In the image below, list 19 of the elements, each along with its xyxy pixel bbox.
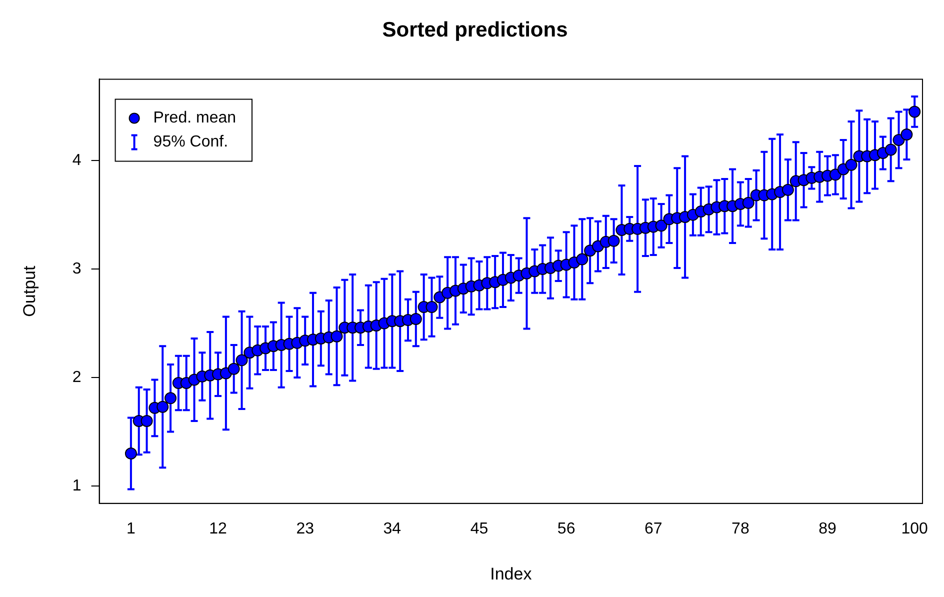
y-tick-label: 3 [72,260,82,278]
x-axis-title: Index [490,564,532,584]
x-tick-label: 100 [901,520,928,538]
x-tick-label: 78 [732,520,750,538]
chart-title: Sorted predictions [382,18,568,42]
y-tick-label: 4 [72,152,82,169]
x-tick-label: 89 [818,520,837,538]
x-tick-label: 67 [644,520,662,538]
x-tick-label: 1 [126,520,136,538]
x-tick-label: 12 [209,520,228,538]
y-tick-label: 1 [72,477,82,494]
y-axis-title: Output [20,266,39,317]
x-tick-label: 45 [470,520,488,538]
legend-label: Pred. mean [153,110,236,127]
y-tick-label: 2 [72,368,82,386]
x-tick-label: 23 [296,520,314,538]
annotation: 95% Conf. [153,134,228,151]
x-tick-label: 34 [383,520,402,538]
x-tick-label: 56 [557,520,576,538]
